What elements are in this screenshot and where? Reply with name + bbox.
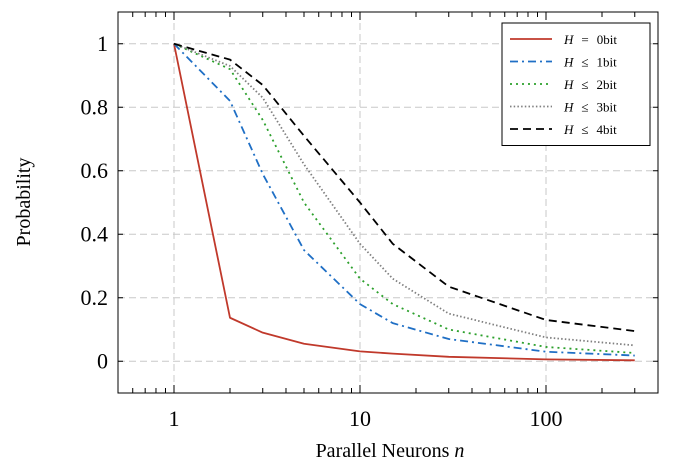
- legend-relation: =: [581, 32, 588, 47]
- x-axis-label-variable: n: [454, 440, 464, 462]
- legend-variable: H: [563, 55, 574, 70]
- series-line-3bit: [173, 42, 635, 347]
- y-tick-label: 0.4: [81, 221, 109, 246]
- axis-ticks: 0 0.2 0.4 0.6 0.8 1 1 10 100: [81, 12, 659, 431]
- legend-value: 0bit: [597, 32, 618, 47]
- y-tick-label: 0.8: [81, 94, 109, 119]
- legend-variable: H: [563, 32, 574, 47]
- legend-entry: H ≤2bit: [563, 77, 617, 92]
- x-axis-label: Parallel Neurons n: [316, 440, 465, 462]
- legend-value: 1bit: [597, 55, 618, 70]
- y-tick-label: 1: [97, 31, 108, 56]
- x-axis-label-text: Parallel Neurons: [316, 440, 450, 462]
- legend-box: [501, 22, 651, 146]
- legend-relation: ≤: [581, 122, 588, 137]
- legend-relation: ≤: [581, 55, 588, 70]
- legend-variable: H: [563, 122, 574, 137]
- legend-variable: H: [563, 100, 574, 115]
- x-tick-label: 10: [349, 406, 371, 431]
- series-lines: [173, 42, 635, 362]
- legend-entry: H = 0bit: [563, 32, 617, 47]
- y-tick-label: 0.2: [81, 285, 109, 310]
- legend-value: 4bit: [597, 122, 618, 137]
- plot-frame: [117, 11, 659, 394]
- y-axis-label: Probability: [13, 158, 35, 247]
- legend-value: 2bit: [597, 77, 618, 92]
- x-tick-label: 100: [530, 406, 563, 431]
- series-line-1bit: [173, 43, 635, 357]
- axes-frame: [117, 11, 659, 394]
- legend-entry: H ≤1bit: [563, 55, 617, 70]
- legend: H = 0bit H ≤1bit H ≤2bit H ≤3bit H ≤4bit: [501, 22, 651, 146]
- legend-value: 3bit: [597, 100, 618, 115]
- y-tick-label: 0: [97, 348, 108, 373]
- x-tick-label: 1: [168, 406, 179, 431]
- series-line-0bit: [173, 43, 635, 362]
- legend-entry: H ≤4bit: [563, 122, 617, 137]
- y-tick-label: 0.6: [81, 158, 109, 183]
- series-line-4bit: [173, 42, 635, 332]
- legend-relation: ≤: [581, 77, 588, 92]
- legend-relation: ≤: [581, 100, 588, 115]
- legend-entry: H ≤3bit: [563, 100, 617, 115]
- legend-variable: H: [563, 77, 574, 92]
